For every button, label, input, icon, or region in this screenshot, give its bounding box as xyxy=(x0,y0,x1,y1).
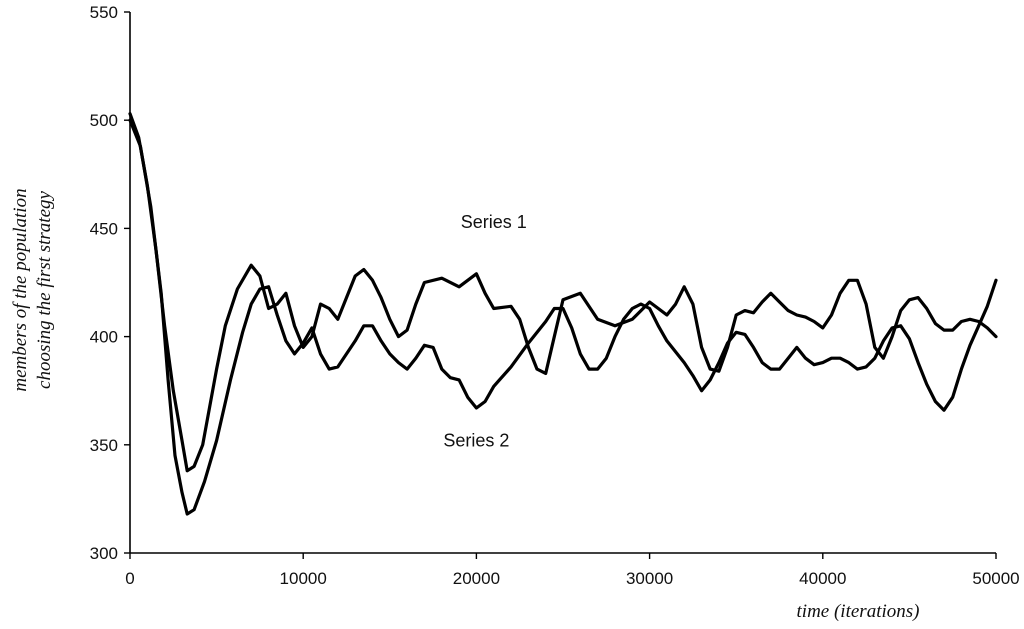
series-lines xyxy=(128,112,998,516)
y-tick-label: 550 xyxy=(90,3,118,22)
x-tick-label: 10000 xyxy=(280,569,327,588)
series-line-1 xyxy=(128,112,998,473)
x-tick-label: 30000 xyxy=(626,569,673,588)
y-axis-title: members of the population choosing the f… xyxy=(10,188,55,391)
y-axis-title-line-2: choosing the first strategy xyxy=(34,190,55,388)
axes xyxy=(129,12,996,554)
y-axis-title-line-1: members of the population xyxy=(10,188,31,391)
series-line-2 xyxy=(128,118,998,516)
y-tick-label: 300 xyxy=(90,544,118,563)
x-tick-label: 20000 xyxy=(453,569,500,588)
series-annotation-1: Series 1 xyxy=(461,212,527,232)
series-annotation-2: Series 2 xyxy=(443,430,509,450)
y-ticks: 300 350 400 450 500 550 xyxy=(90,3,130,563)
x-ticks: 0 10000 20000 30000 40000 50000 xyxy=(125,553,1020,588)
y-tick-label: 450 xyxy=(90,219,118,238)
y-tick-label: 500 xyxy=(90,111,118,130)
y-tick-label: 350 xyxy=(90,436,118,455)
series-annotations: Series 1 Series 2 xyxy=(443,212,526,451)
y-tick-label: 400 xyxy=(90,328,118,347)
x-tick-label: 40000 xyxy=(799,569,846,588)
x-axis-title: time (iterations) xyxy=(797,601,920,622)
x-tick-label: 0 xyxy=(125,569,134,588)
x-tick-label: 50000 xyxy=(972,569,1019,588)
